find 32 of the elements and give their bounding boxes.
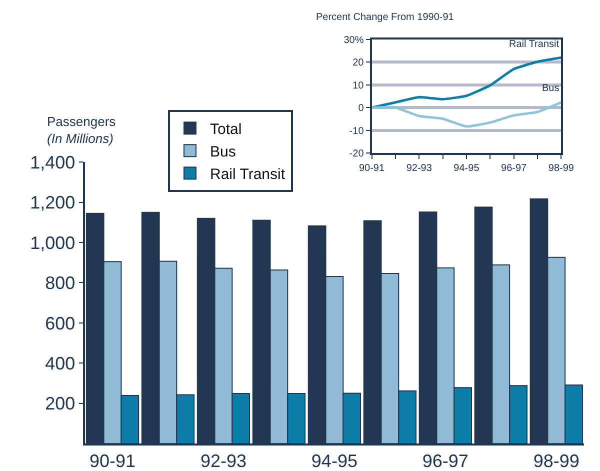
- y-tick-label: 1,400: [30, 152, 76, 172]
- x-tick-label: 94-95: [454, 163, 480, 174]
- legend-label: Rail Transit: [210, 166, 286, 183]
- y-tick-label: -10: [349, 126, 364, 137]
- legend-label: Total: [210, 120, 242, 138]
- y-tick-label: 10: [352, 80, 364, 92]
- series-label: Rail Transit: [509, 39, 560, 50]
- chart-title: Percent Change From 1990-91: [316, 12, 454, 23]
- y-tick-label: 200: [45, 394, 76, 414]
- x-tick-label: 90-91: [358, 163, 385, 174]
- line-series: [372, 56, 562, 109]
- y-tick-label: 400: [45, 353, 76, 374]
- y-tick-label: 30%: [344, 35, 364, 46]
- y-tick-label: 800: [45, 273, 76, 294]
- series-label: Bus: [542, 83, 560, 94]
- y-tick-label: 600: [45, 313, 76, 334]
- y-axis-title: Passengers (In Millions): [47, 114, 116, 146]
- x-tick-label: 92-93: [406, 163, 432, 174]
- x-tick-label: 98-99: [548, 163, 574, 174]
- y-tick-label: 1,000: [30, 232, 76, 253]
- x-tick-label: 96-97: [501, 163, 528, 174]
- x-tick-label: 96-97: [422, 451, 468, 471]
- y-tick-label: 0: [358, 103, 364, 114]
- line-series: [372, 101, 562, 128]
- legend-label: Bus: [210, 143, 236, 160]
- x-tick-label: 98-99: [533, 451, 580, 471]
- x-tick-label: 94-95: [311, 451, 358, 471]
- y-tick-label: -20: [349, 148, 364, 160]
- x-tick-label: 90-91: [89, 451, 136, 471]
- y-tick-label: 1,200: [30, 192, 76, 213]
- y-tick-label: 20: [352, 58, 364, 69]
- x-tick-label: 92-93: [200, 451, 246, 471]
